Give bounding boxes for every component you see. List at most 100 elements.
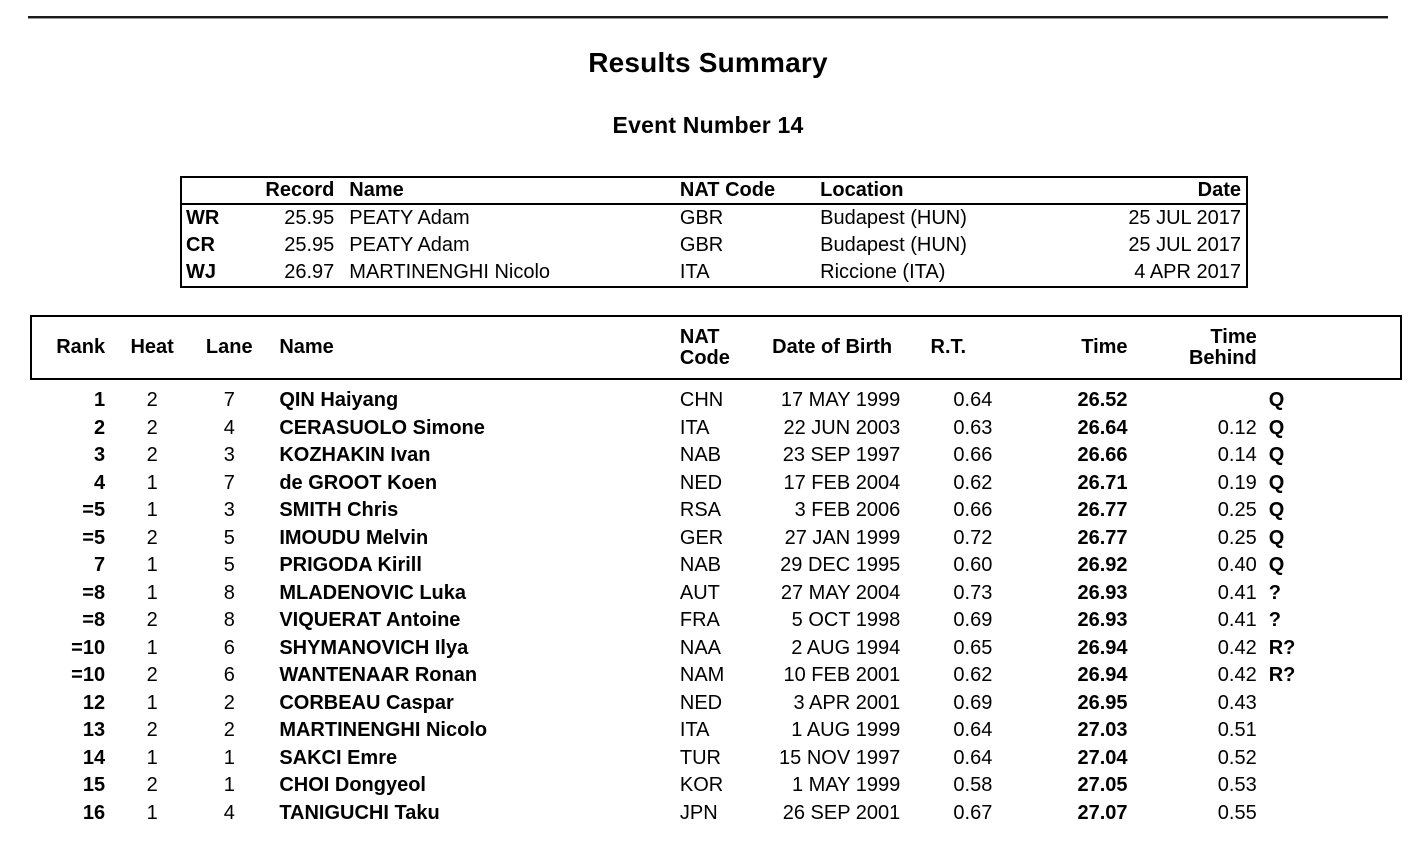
- results-cell-heat: 2: [146, 389, 158, 412]
- records-cell-name: MARTINENGHI Nicolo: [349, 261, 551, 283]
- results-cell-rank: =10: [71, 664, 106, 687]
- results-cell-lane: 6: [223, 636, 235, 659]
- records-cell-location: Budapest (HUN): [820, 234, 967, 256]
- results-cell-time: 26.71: [1077, 471, 1128, 494]
- results-cell-dob: 26 SEP 2001: [782, 801, 901, 824]
- results-cell-rank: =5: [82, 499, 106, 522]
- results-cell-lane: 3: [223, 444, 235, 467]
- results-row: 14 1 1 SAKCI Emre TUR 15 NOV 1997 0.64 27.04 0.5…: [31, 745, 1401, 773]
- records-cell-nat: GBR: [679, 234, 724, 256]
- results-row: =5 1 3 SMITH Chris RSA 3 FEB 2006 0.66 26.77 0.2…: [31, 497, 1401, 525]
- results-cell-lane: 2: [223, 691, 235, 714]
- results-cell-heat: 2: [146, 609, 158, 632]
- results-cell-qual: [1259, 745, 1401, 773]
- records-cell-date: 25 JUL 2017: [1128, 207, 1241, 229]
- records-cell-name: PEATY Adam: [349, 207, 470, 229]
- results-cell-name: TANIGUCHI Taku: [279, 801, 440, 824]
- results-cell-rt: 0.69: [953, 609, 993, 632]
- results-cell-nat: NAM: [679, 664, 725, 687]
- results-cell-behind: 0.52: [1217, 746, 1257, 769]
- results-cell-behind: 0.12: [1217, 416, 1257, 439]
- results-cell-name: KOZHAKIN Ivan: [279, 444, 431, 467]
- records-header-nat: NAT Code: [676, 177, 818, 205]
- results-cell-lane: 5: [223, 526, 235, 549]
- results-cell-nat: AUT: [679, 581, 720, 604]
- records-cell-type: CR: [186, 234, 215, 256]
- results-cell-lane: 7: [223, 389, 235, 412]
- results-cell-rank: =8: [82, 581, 106, 604]
- results-header-qual: [1258, 315, 1403, 380]
- results-cell-qual: [1259, 772, 1401, 800]
- results-cell-lane: 4: [223, 801, 235, 824]
- results-cell-nat: ITA: [679, 416, 710, 439]
- results-cell-behind: 0.41: [1217, 609, 1257, 632]
- results-cell-rt: 0.65: [953, 636, 993, 659]
- results-row: =10 2 6 WANTENAAR Ronan NAM 10 FEB 2001 0.62 26…: [31, 662, 1401, 690]
- records-row: CR 25.95 PEATY Adam GBR Budapest (HUN) 25 JUL…: [181, 232, 1247, 259]
- results-cell-heat: 2: [146, 774, 158, 797]
- results-cell-qual: R?: [1268, 636, 1296, 659]
- results-cell-dob: 3 FEB 2006: [794, 499, 901, 522]
- results-cell-qual: R?: [1268, 664, 1296, 687]
- results-cell-lane: 8: [223, 581, 235, 604]
- results-cell-name: MLADENOVIC Luka: [279, 581, 466, 604]
- results-cell-rank: 1: [93, 389, 106, 412]
- results-cell-rank: 12: [82, 691, 106, 714]
- results-cell-name: MARTINENGHI Nicolo: [279, 719, 488, 742]
- records-cell-record: 25.95: [284, 234, 335, 256]
- results-cell-rt: 0.69: [953, 691, 993, 714]
- records-cell-record: 25.95: [284, 207, 335, 229]
- results-cell-behind: 0.40: [1217, 554, 1257, 577]
- results-cell-dob: 15 NOV 1997: [779, 746, 901, 769]
- results-cell-heat: 2: [146, 719, 158, 742]
- results-cell-nat: FRA: [679, 609, 720, 632]
- results-cell-nat: NED: [679, 691, 723, 714]
- results-table-header: Rank Heat Lane Name NAT Code Date of Birth R.T…: [29, 315, 1403, 380]
- results-cell-dob: 1 AUG 1999: [791, 719, 901, 742]
- records-header-name: Name: [336, 177, 677, 205]
- records-cell-location: Budapest (HUN): [820, 207, 967, 229]
- results-cell-rank: 13: [82, 719, 106, 742]
- results-cell-nat: NAB: [679, 554, 722, 577]
- results-cell-name: SAKCI Emre: [279, 746, 398, 769]
- results-cell-dob: 2 AUG 1994: [791, 636, 901, 659]
- results-cell-dob: 29 DEC 1995: [780, 554, 901, 577]
- records-cell-name: PEATY Adam: [349, 234, 470, 256]
- results-cell-heat: 2: [146, 444, 158, 467]
- results-cell-behind: 0.53: [1217, 774, 1257, 797]
- results-header-rank: Rank: [29, 315, 108, 380]
- results-cell-heat: 1: [146, 554, 158, 577]
- results-cell-heat: 1: [146, 746, 158, 769]
- results-header-lane: Lane: [197, 315, 262, 380]
- results-cell-qual: ?: [1268, 581, 1281, 604]
- results-cell-dob: 27 JAN 1999: [784, 526, 901, 549]
- records-row: WJ 26.97 MARTINENGHI Nicolo ITA Riccione (IT…: [181, 259, 1247, 287]
- results-cell-heat: 1: [146, 581, 158, 604]
- results-cell-behind: 0.25: [1217, 499, 1257, 522]
- results-cell-rank: =8: [82, 609, 106, 632]
- results-cell-name: de GROOT Koen: [279, 471, 438, 494]
- results-cell-nat: GER: [679, 526, 724, 549]
- results-row: 4 1 7 de GROOT Koen NED 17 FEB 2004 0.62 26.71 0…: [31, 470, 1401, 498]
- results-cell-name: IMOUDU Melvin: [279, 526, 429, 549]
- results-cell-time: 27.07: [1077, 801, 1128, 824]
- results-cell-nat: TUR: [679, 746, 721, 769]
- records-header-row: Record Name NAT Code Location Date: [181, 177, 1247, 205]
- results-cell-heat: 2: [146, 526, 158, 549]
- results-header-name: Name: [261, 315, 662, 380]
- results-cell-time: 26.95: [1077, 691, 1128, 714]
- results-cell-qual: [1259, 690, 1401, 718]
- results-cell-nat: KOR: [679, 774, 724, 797]
- event-number-subtitle: Event Number 14: [612, 112, 804, 138]
- results-cell-nat: JPN: [679, 801, 718, 824]
- results-cell-qual: Q: [1268, 389, 1285, 412]
- results-cell-name: WANTENAAR Ronan: [279, 664, 478, 687]
- results-cell-name: CERASUOLO Simone: [279, 416, 485, 439]
- top-horizontal-rule: [28, 16, 1388, 19]
- results-cell-dob: 1 MAY 1999: [792, 774, 901, 797]
- results-cell-nat: CHN: [679, 389, 724, 412]
- results-cell-time: 26.77: [1077, 526, 1128, 549]
- records-cell-date: 4 APR 2017: [1134, 261, 1241, 283]
- results-cell-rt: 0.64: [953, 719, 993, 742]
- results-cell-time: 26.93: [1077, 581, 1128, 604]
